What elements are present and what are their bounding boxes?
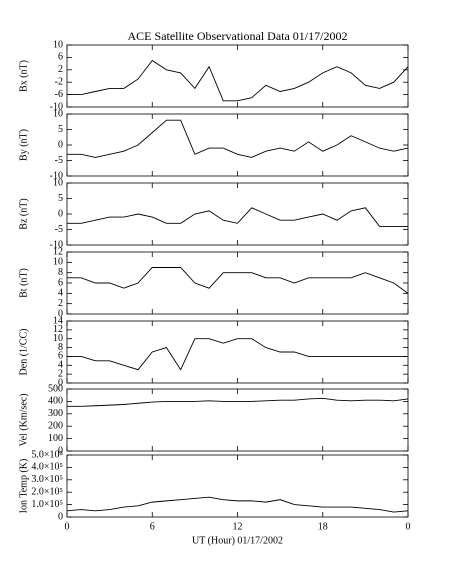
chart-title: ACE Satellite Observational Data 01/17/2… <box>128 29 348 43</box>
y-tick-label: -10 <box>50 101 63 112</box>
x-tick-label: 18 <box>318 521 328 532</box>
y-tick-label: 12 <box>53 324 63 335</box>
plot-frame <box>66 251 409 315</box>
plot-frame <box>66 182 409 246</box>
y-tick-label: 10 <box>53 108 63 119</box>
y-tick-label: 5 <box>58 193 63 204</box>
x-tick-label: 0 <box>406 521 411 532</box>
plot-frame <box>66 320 409 384</box>
y-tick-label: 2.0×10⁵ <box>31 486 63 497</box>
y-tick-label: 5 <box>58 124 63 135</box>
y-tick-label: 0 <box>58 445 63 456</box>
y-axis-label: By (nT) <box>18 129 29 161</box>
data-line <box>67 397 409 407</box>
y-tick-label: -10 <box>50 170 63 181</box>
y-tick-label: 0 <box>58 308 63 319</box>
data-line <box>67 267 409 294</box>
y-tick-label: 1.0×10⁵ <box>31 499 63 510</box>
data-line <box>66 496 409 513</box>
plot-frame <box>66 388 409 452</box>
y-tick-label: 2 <box>58 368 63 379</box>
y-tick-label: 10 <box>53 333 63 344</box>
y-tick-label: 0 <box>58 377 63 388</box>
y-axis-label: Bt (nT) <box>18 268 29 298</box>
y-tick-label: 300 <box>48 408 63 419</box>
y-tick-label: -5 <box>55 155 63 166</box>
y-tick-label: 6 <box>58 277 63 288</box>
y-tick-label: 4 <box>58 360 63 371</box>
y-tick-label: 0 <box>58 208 63 219</box>
y-tick-label: 14 <box>53 315 63 326</box>
data-line <box>67 207 408 227</box>
y-tick-label: 6 <box>58 351 63 362</box>
data-line <box>67 119 409 158</box>
y-tick-label: 10 <box>53 39 63 50</box>
x-tick-label: 6 <box>150 521 155 532</box>
y-axis-label: Bz (nT) <box>18 198 29 229</box>
plot-frame <box>66 113 409 177</box>
y-tick-label: 4 <box>58 288 63 299</box>
y-tick-label: 100 <box>48 433 63 444</box>
y-tick-label: 0 <box>58 511 63 522</box>
y-tick-label: 200 <box>48 420 63 431</box>
y-axis-label: Den (1/CC) <box>18 329 29 376</box>
y-tick-label: -5 <box>55 224 63 235</box>
y-tick-label: 2 <box>58 298 63 309</box>
y-tick-label: 400 <box>48 396 63 407</box>
y-tick-label: -10 <box>50 239 63 250</box>
y-tick-label: 12 <box>53 246 63 257</box>
y-tick-label: 8 <box>58 342 63 353</box>
y-tick-label: 5.0×10⁵ <box>31 449 63 460</box>
y-tick-label: 2 <box>58 64 63 75</box>
data-line <box>67 338 408 371</box>
x-tick-label: 12 <box>233 521 243 532</box>
y-axis-label: Vel (Km/sec) <box>18 393 29 446</box>
y-tick-label: -6 <box>55 89 63 100</box>
y-tick-label: 6 <box>58 52 63 63</box>
data-line <box>67 59 409 102</box>
y-tick-label: 0 <box>58 139 63 150</box>
x-axis-label: UT (Hour) 01/17/2002 <box>192 535 283 546</box>
y-tick-label: 10 <box>53 177 63 188</box>
y-axis-label: Ion Temp (K) <box>18 459 29 514</box>
plot-frame <box>66 44 409 108</box>
y-tick-label: 3.0×10⁵ <box>31 474 63 485</box>
y-tick-label: 4.0×10⁵ <box>31 462 63 473</box>
y-tick-label: 8 <box>58 267 63 278</box>
x-tick-label: 0 <box>65 521 70 532</box>
y-tick-label: 500 <box>48 383 63 394</box>
y-tick-label: 10 <box>53 257 63 268</box>
y-tick-label: -2 <box>55 76 63 87</box>
y-axis-label: Bx (nT) <box>18 60 29 92</box>
